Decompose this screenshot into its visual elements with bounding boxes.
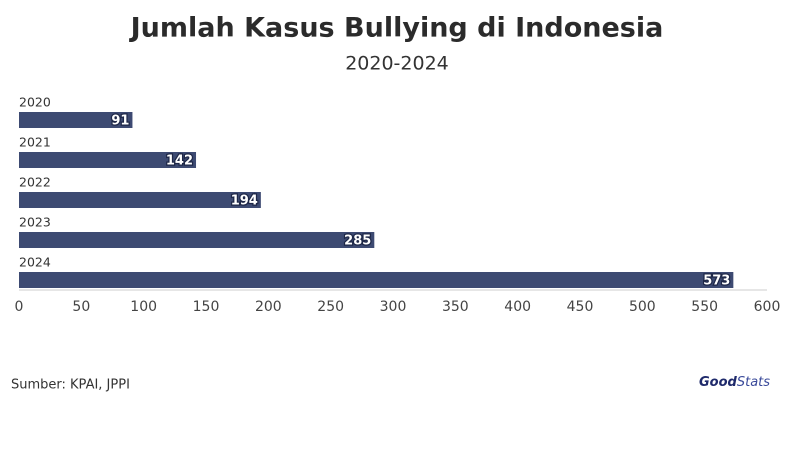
- value-label: 142: [166, 154, 193, 169]
- x-tick-label: 200: [255, 299, 282, 315]
- bar: [19, 232, 375, 248]
- bar: [19, 272, 734, 288]
- x-tick-label: 450: [567, 299, 594, 315]
- x-tick-label: 50: [72, 299, 90, 315]
- value-label: 194: [231, 194, 258, 209]
- category-label: 2024: [19, 255, 51, 270]
- bar: [19, 112, 133, 128]
- x-tick-label: 100: [130, 299, 157, 315]
- logo-part: Stats: [737, 375, 770, 390]
- chart-title: Jumlah Kasus Bullying di Indonesia: [129, 13, 664, 44]
- source: Sumber: KPAI, JPPI: [11, 378, 130, 393]
- x-tick-label: 250: [317, 299, 344, 315]
- x-tick-label: 400: [504, 299, 531, 315]
- category-label: 2023: [19, 215, 51, 230]
- category-label: 2020: [19, 95, 51, 110]
- x-tick-label: 300: [380, 299, 407, 315]
- x-tick-label: 550: [691, 299, 718, 315]
- x-tick-label: 0: [15, 299, 24, 315]
- value-label: 285: [344, 234, 371, 249]
- x-tick-label: 600: [754, 299, 781, 315]
- chart-subtitle: 2020-2024: [345, 53, 449, 75]
- category-label: 2021: [19, 135, 51, 150]
- category-label: 2022: [19, 175, 51, 190]
- x-tick-label: 500: [629, 299, 656, 315]
- value-label: 91: [111, 114, 129, 129]
- bar: [19, 152, 197, 168]
- logo: GoodStats: [699, 375, 770, 390]
- value-label: 573: [703, 274, 730, 289]
- logo-part: Good: [699, 375, 738, 390]
- bar: [19, 192, 261, 208]
- x-tick-label: 150: [193, 299, 220, 315]
- x-tick-label: 350: [442, 299, 469, 315]
